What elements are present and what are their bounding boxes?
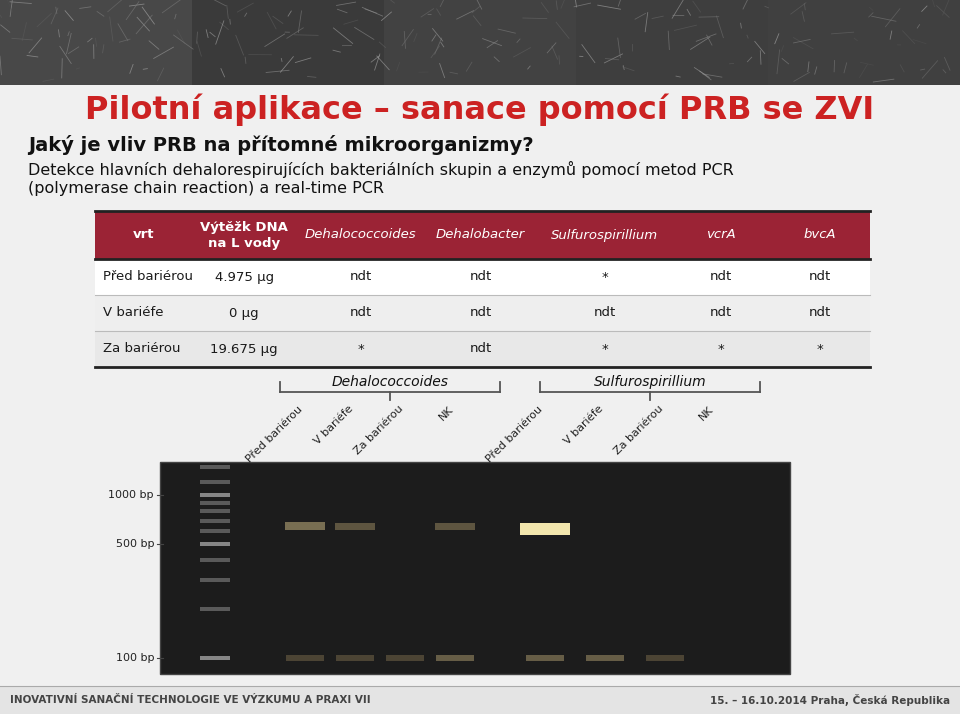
Bar bbox=[200, 518, 230, 523]
Text: Sulfurospirillium: Sulfurospirillium bbox=[551, 228, 659, 241]
Text: vcrA: vcrA bbox=[706, 228, 735, 241]
Bar bbox=[520, 523, 570, 535]
Text: ndt: ndt bbox=[469, 343, 492, 356]
Text: 500 bp: 500 bp bbox=[115, 539, 154, 549]
Text: Dehalococcoides: Dehalococcoides bbox=[304, 228, 417, 241]
Text: ndt: ndt bbox=[593, 306, 615, 319]
Bar bbox=[95, 295, 870, 331]
Text: *: * bbox=[717, 343, 724, 356]
Text: bvcA: bvcA bbox=[804, 228, 836, 241]
Bar bbox=[192, 0, 384, 85]
Text: Pilotní aplikace – sanace pomocí PRB se ZVI: Pilotní aplikace – sanace pomocí PRB se … bbox=[85, 93, 875, 126]
Text: *: * bbox=[816, 343, 823, 356]
Bar bbox=[285, 522, 325, 530]
Bar bbox=[200, 529, 230, 533]
Bar bbox=[435, 523, 475, 531]
Bar bbox=[200, 578, 230, 583]
Bar bbox=[768, 0, 960, 85]
Text: Před bariérou: Před bariérou bbox=[103, 271, 193, 283]
Bar bbox=[586, 655, 624, 661]
Bar bbox=[0, 0, 960, 85]
Bar bbox=[286, 655, 324, 661]
Text: Za bariérou: Za bariérou bbox=[352, 404, 405, 457]
Text: INOVATIVNÍ SANAČNÍ TECHNOLOGIE VE VÝZKUMU A PRAXI VII: INOVATIVNÍ SANAČNÍ TECHNOLOGIE VE VÝZKUM… bbox=[10, 695, 371, 705]
Text: *: * bbox=[601, 271, 608, 283]
Text: *: * bbox=[357, 343, 364, 356]
Bar bbox=[160, 462, 790, 674]
Text: Za bariérou: Za bariérou bbox=[612, 404, 665, 457]
Bar bbox=[200, 558, 230, 562]
Text: Za bariérou: Za bariérou bbox=[103, 343, 180, 356]
Text: Sulfurospirillium: Sulfurospirillium bbox=[593, 375, 707, 389]
Bar bbox=[576, 0, 768, 85]
Text: Jaký je vliv PRB na přítomné mikroorganizmy?: Jaký je vliv PRB na přítomné mikroorgani… bbox=[28, 135, 534, 155]
Bar bbox=[526, 655, 564, 661]
Bar bbox=[0, 686, 960, 714]
Text: ndt: ndt bbox=[469, 271, 492, 283]
Text: Detekce hlavních dehalorespirujících bakteriálních skupin a enzymů pomocí metod : Detekce hlavních dehalorespirujících bak… bbox=[28, 161, 733, 178]
Bar bbox=[95, 259, 870, 295]
Text: 4.975 μg: 4.975 μg bbox=[215, 271, 274, 283]
Bar bbox=[384, 0, 576, 85]
Bar bbox=[200, 465, 230, 468]
Text: ndt: ndt bbox=[349, 271, 372, 283]
Text: ndt: ndt bbox=[808, 271, 830, 283]
Bar bbox=[95, 331, 870, 367]
Bar bbox=[336, 655, 374, 661]
Text: V bariéfe: V bariéfe bbox=[312, 404, 355, 447]
Bar bbox=[436, 655, 474, 661]
Text: (polymerase chain reaction) a real-time PCR: (polymerase chain reaction) a real-time … bbox=[28, 181, 384, 196]
Bar bbox=[200, 656, 230, 660]
Bar bbox=[200, 543, 230, 546]
Text: ndt: ndt bbox=[709, 306, 732, 319]
Bar bbox=[200, 509, 230, 513]
Bar bbox=[0, 0, 192, 85]
Text: 1000 bp: 1000 bp bbox=[108, 491, 154, 501]
Bar bbox=[200, 501, 230, 505]
Bar bbox=[386, 655, 424, 661]
Text: vrt: vrt bbox=[132, 228, 155, 241]
Text: ndt: ndt bbox=[709, 271, 732, 283]
Text: 0 μg: 0 μg bbox=[229, 306, 259, 319]
Text: Dehalobacter: Dehalobacter bbox=[436, 228, 525, 241]
Text: 100 bp: 100 bp bbox=[115, 653, 154, 663]
Text: V bariéfe: V bariéfe bbox=[103, 306, 163, 319]
Text: 15. – 16.10.2014 Praha, Česká Republika: 15. – 16.10.2014 Praha, Česká Republika bbox=[709, 694, 950, 706]
Bar bbox=[646, 655, 684, 661]
Text: NK: NK bbox=[437, 404, 455, 422]
Bar bbox=[200, 493, 230, 497]
Bar bbox=[335, 523, 375, 531]
Text: ndt: ndt bbox=[808, 306, 830, 319]
Text: Výtěžk DNA
na L vody: Výtěžk DNA na L vody bbox=[201, 221, 288, 249]
Text: Dehalococcoides: Dehalococcoides bbox=[331, 375, 448, 389]
Text: ndt: ndt bbox=[349, 306, 372, 319]
Bar bbox=[200, 607, 230, 611]
Text: Před bariérou: Před bariérou bbox=[485, 404, 545, 464]
Text: ndt: ndt bbox=[469, 306, 492, 319]
Bar bbox=[95, 211, 870, 259]
Text: 19.675 μg: 19.675 μg bbox=[210, 343, 278, 356]
Text: NK: NK bbox=[697, 404, 715, 422]
Text: Před bariérou: Před bariérou bbox=[245, 404, 305, 464]
Bar bbox=[200, 481, 230, 484]
Text: V bariéfe: V bariéfe bbox=[563, 404, 605, 447]
Text: *: * bbox=[601, 343, 608, 356]
